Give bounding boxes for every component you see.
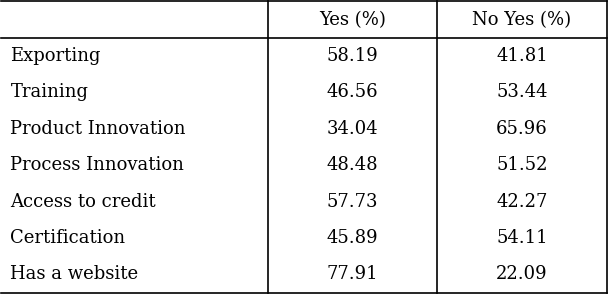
Text: Product Innovation: Product Innovation — [10, 120, 186, 138]
Text: Exporting: Exporting — [10, 47, 101, 65]
Text: 48.48: 48.48 — [326, 156, 378, 174]
Text: 57.73: 57.73 — [326, 193, 378, 211]
Text: 41.81: 41.81 — [496, 47, 548, 65]
Text: Yes (%): Yes (%) — [319, 11, 386, 29]
Text: 51.52: 51.52 — [496, 156, 548, 174]
Text: 53.44: 53.44 — [496, 83, 548, 101]
Text: Has a website: Has a website — [10, 265, 139, 283]
Text: 65.96: 65.96 — [496, 120, 548, 138]
Text: Training: Training — [10, 83, 89, 101]
Text: 22.09: 22.09 — [496, 265, 548, 283]
Text: No Yes (%): No Yes (%) — [472, 11, 572, 29]
Text: Certification: Certification — [10, 229, 126, 247]
Text: 45.89: 45.89 — [326, 229, 378, 247]
Text: Access to credit: Access to credit — [10, 193, 156, 211]
Text: 34.04: 34.04 — [326, 120, 378, 138]
Text: 54.11: 54.11 — [496, 229, 548, 247]
Text: 46.56: 46.56 — [326, 83, 378, 101]
Text: Process Innovation: Process Innovation — [10, 156, 184, 174]
Text: 77.91: 77.91 — [326, 265, 378, 283]
Text: 58.19: 58.19 — [326, 47, 378, 65]
Text: 42.27: 42.27 — [496, 193, 548, 211]
